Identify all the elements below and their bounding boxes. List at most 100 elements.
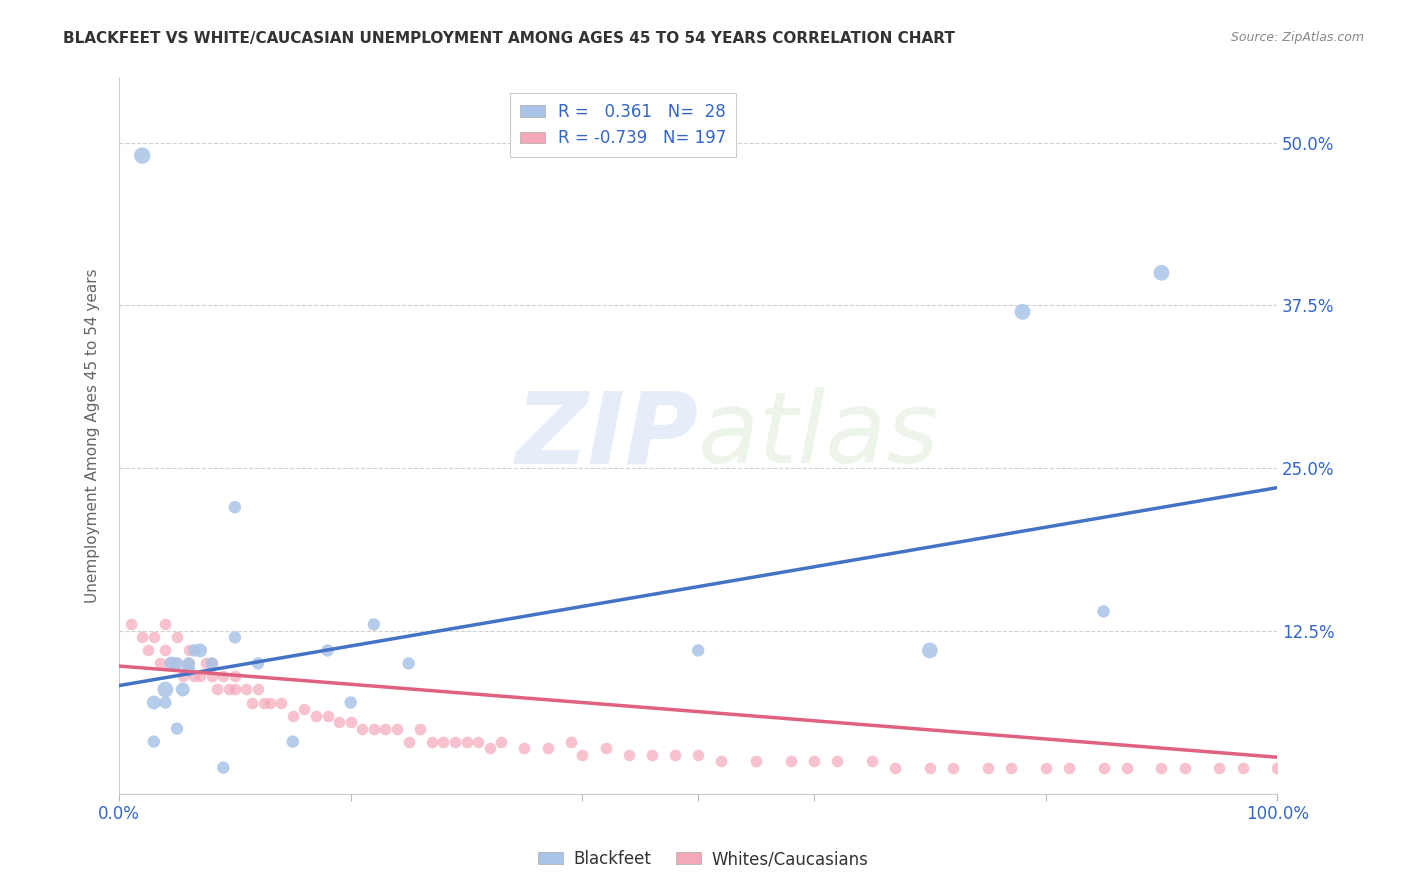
Point xyxy=(149,657,172,671)
Point xyxy=(160,657,183,671)
Point xyxy=(207,682,229,697)
Point xyxy=(363,617,385,632)
Point xyxy=(177,657,200,671)
Point xyxy=(183,669,205,683)
Point xyxy=(1092,761,1115,775)
Point xyxy=(212,669,235,683)
Point xyxy=(467,734,489,748)
Point xyxy=(183,643,205,657)
Point xyxy=(560,734,582,748)
Point xyxy=(617,747,640,762)
Point xyxy=(224,631,246,645)
Point xyxy=(1092,604,1115,618)
Point xyxy=(1174,761,1197,775)
Point xyxy=(942,761,965,775)
Point xyxy=(177,657,200,671)
Point xyxy=(201,657,224,671)
Point xyxy=(155,696,177,710)
Point xyxy=(328,714,350,729)
Point xyxy=(131,631,153,645)
Point xyxy=(571,747,593,762)
Point xyxy=(155,643,177,657)
Point xyxy=(339,696,361,710)
Point xyxy=(247,682,270,697)
Text: BLACKFEET VS WHITE/CAUCASIAN UNEMPLOYMENT AMONG AGES 45 TO 54 YEARS CORRELATION : BLACKFEET VS WHITE/CAUCASIAN UNEMPLOYMEN… xyxy=(63,31,955,46)
Point xyxy=(1035,761,1057,775)
Point xyxy=(142,631,165,645)
Point xyxy=(155,617,177,632)
Point xyxy=(131,148,153,162)
Point xyxy=(120,617,142,632)
Point xyxy=(253,696,276,710)
Point xyxy=(1000,761,1022,775)
Point xyxy=(478,741,501,756)
Point xyxy=(316,643,339,657)
Point xyxy=(224,500,246,515)
Point xyxy=(710,754,733,768)
Point xyxy=(201,657,224,671)
Point xyxy=(363,722,385,736)
Point xyxy=(779,754,801,768)
Text: ZIP: ZIP xyxy=(515,387,699,484)
Point xyxy=(166,657,188,671)
Point xyxy=(884,761,907,775)
Point xyxy=(432,734,454,748)
Point xyxy=(166,631,188,645)
Point xyxy=(1057,761,1080,775)
Text: atlas: atlas xyxy=(699,387,939,484)
Point xyxy=(281,708,304,723)
Point xyxy=(491,734,513,748)
Point xyxy=(420,734,443,748)
Point xyxy=(188,643,211,657)
Point xyxy=(142,734,165,748)
Point xyxy=(177,643,200,657)
Point xyxy=(444,734,467,748)
Point xyxy=(352,722,374,736)
Point xyxy=(825,754,848,768)
Point xyxy=(240,696,263,710)
Point xyxy=(166,722,188,736)
Legend: R =   0.361   N=  28, R = -0.739   N= 197: R = 0.361 N= 28, R = -0.739 N= 197 xyxy=(509,93,737,157)
Point xyxy=(860,754,883,768)
Point xyxy=(177,663,200,677)
Point xyxy=(1115,761,1137,775)
Point xyxy=(194,657,217,671)
Point xyxy=(398,734,420,748)
Point xyxy=(1150,761,1173,775)
Point xyxy=(166,657,188,671)
Point xyxy=(188,669,211,683)
Point xyxy=(398,657,420,671)
Point xyxy=(918,761,941,775)
Point xyxy=(142,696,165,710)
Point xyxy=(281,734,304,748)
Point xyxy=(664,747,686,762)
Point xyxy=(688,747,710,762)
Point xyxy=(595,741,617,756)
Point xyxy=(305,708,328,723)
Point xyxy=(536,741,558,756)
Point xyxy=(918,643,941,657)
Point xyxy=(224,669,246,683)
Point xyxy=(339,714,361,729)
Point xyxy=(688,643,710,657)
Point xyxy=(218,682,240,697)
Point xyxy=(1208,761,1230,775)
Point xyxy=(641,747,664,762)
Point xyxy=(224,682,246,697)
Point xyxy=(136,643,159,657)
Point xyxy=(316,708,339,723)
Point xyxy=(1011,305,1033,319)
Point xyxy=(803,754,825,768)
Point xyxy=(292,702,315,716)
Point xyxy=(374,722,396,736)
Point xyxy=(155,682,177,697)
Legend: Blackfeet, Whites/Caucasians: Blackfeet, Whites/Caucasians xyxy=(531,844,875,875)
Point xyxy=(212,761,235,775)
Point xyxy=(259,696,281,710)
Point xyxy=(409,722,432,736)
Point xyxy=(1150,266,1173,280)
Point xyxy=(1265,761,1288,775)
Point xyxy=(513,741,536,756)
Point xyxy=(456,734,478,748)
Point xyxy=(172,682,194,697)
